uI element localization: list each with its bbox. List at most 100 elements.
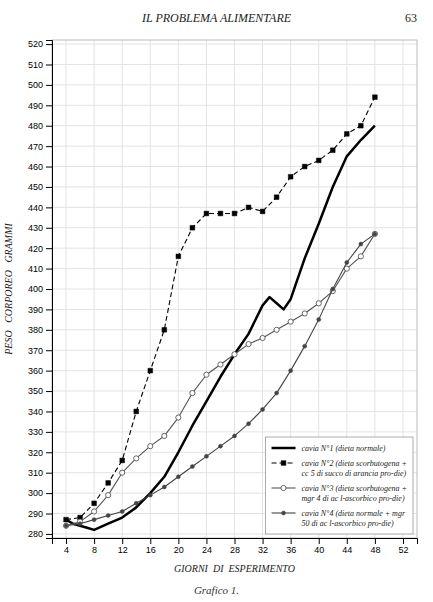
x-tick-mark: [319, 538, 320, 544]
series-marker: [302, 164, 307, 169]
y-grid-line: [52, 44, 417, 45]
series-marker: [92, 518, 96, 522]
y-tick-label: 360: [28, 366, 43, 376]
y-tick: 360: [28, 366, 52, 376]
y-tick: 430: [28, 223, 52, 233]
y-tick-label: 380: [28, 325, 43, 335]
y-tick: 370: [28, 346, 52, 356]
y-tick-mark: [46, 64, 52, 65]
y-tick-mark: [46, 514, 52, 515]
y-tick: 320: [28, 448, 52, 458]
series-marker: [247, 422, 251, 426]
y-tick-label: 320: [28, 448, 43, 458]
y-tick: 440: [28, 203, 52, 213]
y-tick-label: 410: [28, 264, 43, 274]
series-marker: [64, 524, 68, 528]
x-tick-label: 36: [286, 545, 296, 555]
series-marker: [162, 485, 166, 489]
x-tick-label: 16: [146, 545, 156, 555]
x-tick-label: 4: [64, 545, 69, 555]
legend-label-line: 50 di ac l-ascorbico pro-die): [302, 519, 394, 528]
series-marker: [316, 301, 321, 306]
y-tick: 520: [28, 39, 52, 49]
y-tick-mark: [46, 167, 52, 168]
series-marker: [120, 509, 124, 513]
series-marker: [106, 514, 110, 518]
series-marker: [218, 362, 223, 367]
y-tick-label: 460: [28, 162, 43, 172]
legend-box: [266, 437, 413, 534]
series-marker: [134, 456, 139, 461]
series-marker: [303, 344, 307, 348]
legend-marker: [281, 461, 286, 466]
series-marker: [190, 390, 195, 395]
series-marker: [120, 458, 125, 463]
legend-marker: [281, 485, 286, 490]
series-marker: [274, 195, 279, 200]
y-tick: 450: [28, 182, 52, 192]
series-marker: [233, 434, 237, 438]
series-marker: [232, 352, 237, 357]
y-tick-mark: [46, 269, 52, 270]
x-axis-title: GIORNI DI ESPERIMENTO: [174, 563, 295, 574]
series-marker: [260, 335, 265, 340]
y-tick-label: 330: [28, 427, 43, 437]
y-tick-mark: [46, 534, 52, 535]
y-tick: 300: [28, 488, 52, 498]
y-tick-label: 300: [28, 488, 43, 498]
y-tick-label: 490: [28, 101, 43, 111]
chart-title: IL PROBLEMA ALIMENTARE: [141, 11, 292, 25]
x-tick: 16: [146, 538, 156, 555]
x-tick-mark: [94, 538, 95, 544]
series-marker: [358, 254, 363, 259]
x-tick-label: 32: [258, 545, 268, 555]
y-grid-line: [52, 289, 417, 290]
y-tick: 480: [28, 121, 52, 131]
y-tick-label: 310: [28, 468, 43, 478]
legend-label-line: cavia N°3 (dieta scorbutogena +: [302, 484, 407, 493]
series-marker: [92, 509, 97, 514]
series-marker: [359, 242, 363, 246]
legend-entry: cavia N°2 (dieta scorbutogena +cc 5 di s…: [272, 459, 407, 478]
x-tick-mark: [347, 538, 348, 544]
y-tick-mark: [46, 391, 52, 392]
y-grid-line: [52, 166, 417, 167]
x-tick-mark: [375, 538, 376, 544]
series-marker: [218, 211, 223, 216]
x-tick: 32: [258, 538, 268, 555]
y-tick-mark: [46, 432, 52, 433]
legend-label-line: cavia N°4 (dieta normale + mgr: [302, 509, 406, 518]
x-tick-mark: [263, 538, 264, 544]
series-marker: [92, 501, 97, 506]
y-grid-line: [52, 105, 417, 106]
series-marker: [373, 95, 378, 100]
y-tick-mark: [46, 411, 52, 412]
series-marker: [317, 318, 321, 322]
series-marker: [190, 465, 194, 469]
y-tick-label: 400: [28, 284, 43, 294]
x-tick-label: 28: [230, 545, 240, 555]
y-tick: 510: [28, 60, 52, 70]
x-tick-label: 40: [314, 545, 324, 555]
x-tick-mark: [150, 538, 151, 544]
x-tick-mark: [403, 538, 404, 544]
y-tick: 390: [28, 305, 52, 315]
series-marker: [288, 174, 293, 179]
y-tick-label: 290: [28, 509, 43, 519]
y-tick-mark: [46, 452, 52, 453]
legend-label-line: mgr 4 di ac l-ascorbico pro-die): [302, 494, 405, 503]
y-tick: 340: [28, 407, 52, 417]
y-tick: 380: [28, 325, 52, 335]
y-tick-label: 440: [28, 203, 43, 213]
y-tick-mark: [46, 350, 52, 351]
x-tick: 40: [314, 538, 324, 555]
x-axis: 481216202428323640444852: [53, 538, 418, 555]
x-tick-label: 24: [202, 545, 212, 555]
y-grid-line: [52, 411, 417, 412]
series-marker: [302, 311, 307, 316]
series-marker: [204, 454, 208, 458]
series-marker: [134, 409, 139, 414]
series-marker: [176, 415, 181, 420]
legend-label-line: cc 5 di succo di arancia pro-die): [302, 469, 407, 478]
y-tick-label: 350: [28, 386, 43, 396]
